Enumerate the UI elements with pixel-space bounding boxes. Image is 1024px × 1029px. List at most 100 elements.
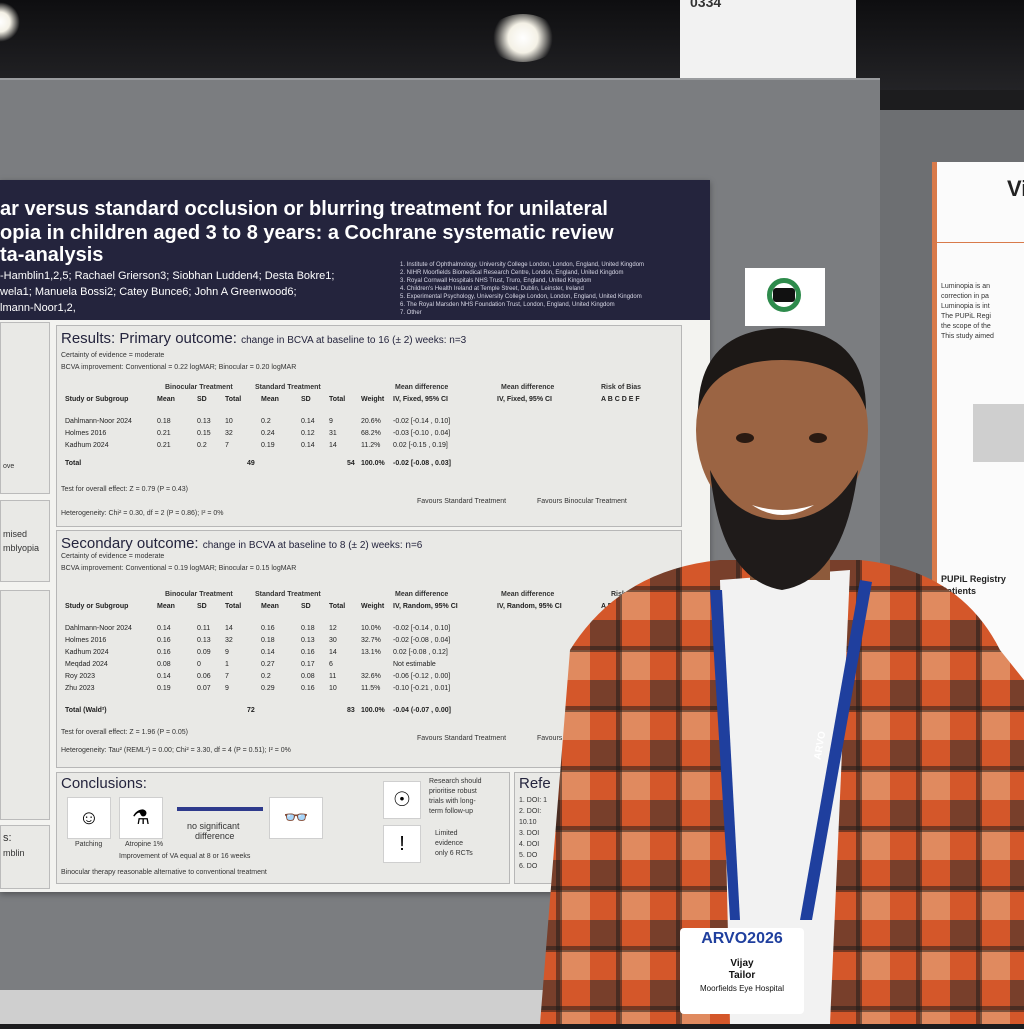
table-cell: -0.06 [-0.12 , 0.00]	[393, 673, 451, 680]
poster-header: ar versus standard occlusion or blurring…	[0, 180, 710, 320]
table-cell: 1	[225, 661, 229, 668]
left-fragment: ove	[3, 463, 15, 470]
header-cell: IV, Fixed, 95% CI	[393, 396, 448, 403]
reference: 6. DO	[519, 863, 538, 870]
patching-icon: ☺	[67, 797, 111, 839]
table-cell: Kadhum 2024	[65, 442, 109, 449]
header-cell: Mean	[157, 396, 175, 403]
header-cell: Mean	[261, 603, 279, 610]
camera-icon	[745, 268, 825, 326]
table-cell: 68.2%	[361, 430, 381, 437]
heterogeneity: Heterogeneity: Tau² (REML²) = 0.00; Chi²…	[61, 747, 291, 754]
research-line: prioritise robust	[429, 788, 477, 795]
left-panel	[0, 590, 50, 820]
adjacent-poster-title: Vis	[1007, 176, 1024, 201]
right-eye	[809, 433, 827, 443]
table-total-row: Total 49 54 100.0% -0.02 [-0.08 , 0.03]	[65, 460, 451, 467]
table-cell: 0.19	[157, 685, 171, 692]
table-row: Meqdad 2024 0.08 0 1 0.27 0.17 6 Not estimable	[65, 661, 436, 668]
table-cell: 20.6%	[361, 418, 381, 425]
table-cell: 0.21	[157, 442, 171, 449]
reference: 5. DO	[519, 852, 538, 859]
table-cell: 0.19	[261, 442, 275, 449]
total-cell: 54	[347, 460, 355, 467]
table-header: Study or Subgroup Mean SD Total Mean SD …	[65, 603, 640, 610]
favours-left: Favours Standard Treatment	[417, 735, 507, 742]
header-cell: IV, Fixed, 95% CI	[497, 396, 552, 403]
col-group: Mean difference	[501, 591, 555, 598]
head-icon: ☉	[383, 781, 421, 819]
table-cell: -0.10 [-0.21 , 0.01]	[393, 685, 451, 692]
table-cell: 11	[329, 673, 337, 680]
limited-text: Limited evidence only 6 RCTs	[435, 829, 473, 859]
affiliation: 2. NIHR Moorfields Biomedical Research C…	[400, 270, 624, 276]
table-cell: 11.2%	[361, 442, 381, 449]
table-row: Dahlmann-Noor 2024 0.18 0.13 10 0.2 0.14 9 20.6…	[65, 418, 450, 425]
person-figure	[540, 328, 1024, 1024]
table-row: Kadhum 2024 0.16 0.09 9 0.14 0.16 14 13.1% 0.02 …	[65, 649, 448, 656]
secondary-outcome-label: Secondary outcome:	[61, 535, 199, 552]
overall-test: Test for overall effect: Z = 1.96 (P = 0…	[61, 729, 188, 736]
table-cell: 0.06	[197, 673, 211, 680]
table-cell: 0.16	[157, 637, 171, 644]
bullet: The PUPiL Regi	[941, 313, 991, 320]
va-equal-text: Improvement of VA equal at 8 or 16 weeks	[119, 853, 251, 860]
total-cell: -0.02 [-0.08 , 0.03]	[393, 460, 451, 467]
table-cell: 12	[329, 625, 337, 632]
table-cell: 0.09	[197, 649, 211, 656]
header-cell: SD	[197, 603, 207, 610]
total-cell: 49	[247, 460, 255, 467]
total-cell: 83	[347, 707, 355, 714]
table-cell: 0.18	[157, 418, 171, 425]
adjacent-poster-photo	[973, 404, 1024, 462]
reference: 4. DOI	[519, 841, 540, 848]
table-cell: 0.14	[301, 442, 315, 449]
total-cell: 72	[247, 707, 255, 714]
table-cell: Holmes 2016	[65, 637, 107, 644]
table-cell: Zhu 2023	[65, 685, 95, 692]
table-row: Dahlmann-Noor 2024 0.14 0.11 14 0.16 0.18 12 10…	[65, 625, 450, 632]
table-cell: 0.02 [-0.15 , 0.19]	[393, 442, 448, 449]
table-cell: 0.17	[301, 661, 315, 668]
affiliation: 6. The Royal Marsden NHS Foundation Trus…	[400, 302, 615, 308]
header-cell: Total	[329, 396, 346, 403]
left-fragment: mblyopia	[3, 543, 40, 553]
header-cell: SD	[301, 603, 311, 610]
total-label: Total (Wald²)	[65, 707, 107, 714]
col-group: Mean difference	[501, 384, 555, 391]
header-cell: Weight	[361, 603, 385, 610]
table-row: Zhu 2023 0.19 0.07 9 0.29 0.16 10 11.5% -0.10 [-…	[65, 685, 450, 692]
table-row: Kadhum 2024 0.21 0.2 7 0.19 0.14 14 11.2% 0.02 […	[65, 442, 448, 449]
left-panel: mised mblyopia	[0, 500, 50, 582]
table-cell: 0.16	[157, 649, 171, 656]
favours-right: Favours	[537, 735, 563, 742]
table-cell: Dahlmann-Noor 2024	[65, 625, 132, 632]
table-cell: 0.29	[261, 685, 275, 692]
ceiling	[0, 0, 1024, 90]
table-cell: 14	[329, 442, 337, 449]
table-cell: 0.27	[261, 661, 275, 668]
table-cell: 0.12	[301, 430, 315, 437]
table-cell: 0.16	[301, 685, 315, 692]
header-cell: IV, Random, 95% CI	[497, 603, 562, 610]
left-fragment: s:	[3, 832, 12, 844]
bullet: correction in pa	[941, 293, 989, 300]
table-cell: 0.18	[261, 637, 275, 644]
col-group: Binocular Treatment	[165, 384, 233, 391]
authors-line: -Hamblin1,2,5; Rachael Grierson3; Siobha…	[0, 270, 335, 282]
table-cell: 10	[329, 685, 337, 692]
header-cell: Total	[225, 396, 242, 403]
header-cell: A B C D E F	[601, 396, 640, 403]
header-cell: IV, Random, 95% CI	[393, 603, 458, 610]
col-group: Standard Treatment	[255, 384, 321, 391]
table-cell: 0.16	[261, 625, 275, 632]
table-cell: 0.16	[301, 649, 315, 656]
table-cell: 0.14	[157, 625, 171, 632]
table-cell: 30	[329, 637, 337, 644]
table-cell: 32.7%	[361, 637, 381, 644]
affiliation: 7. Other	[400, 310, 422, 316]
left-panel: s: mblin	[0, 825, 50, 889]
atropine-label: Atropine 1%	[125, 841, 164, 848]
header-cell: Study or Subgroup	[65, 396, 129, 403]
registry-title: PUPiL Registry	[941, 574, 1006, 584]
